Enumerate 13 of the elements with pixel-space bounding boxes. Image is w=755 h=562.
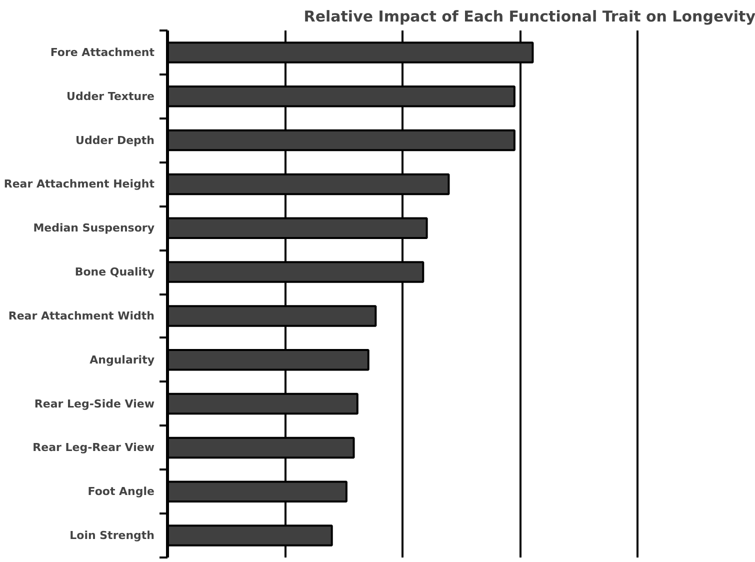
y-tick-label: Udder Texture — [66, 90, 154, 103]
y-tick-label: Median Suspensory — [33, 222, 155, 235]
y-tick-label: Fore Attachment — [50, 46, 154, 59]
y-tick-label: Rear Leg-Rear View — [32, 441, 155, 454]
y-tick-label: Udder Depth — [76, 134, 155, 147]
y-tick-label: Angularity — [90, 353, 155, 366]
chart-title: Relative Impact of Each Functional Trait on Longevity — [304, 8, 755, 26]
y-tick-label: Loin Strength — [70, 529, 154, 542]
y-tick-label: Rear Attachment Height — [4, 178, 154, 191]
y-tick-label: Foot Angle — [88, 485, 155, 498]
y-tick-label: Bone Quality — [74, 266, 155, 279]
y-tick-label: Rear Leg-Side View — [34, 397, 155, 410]
y-tick-label: Rear Attachment Width — [8, 309, 155, 322]
